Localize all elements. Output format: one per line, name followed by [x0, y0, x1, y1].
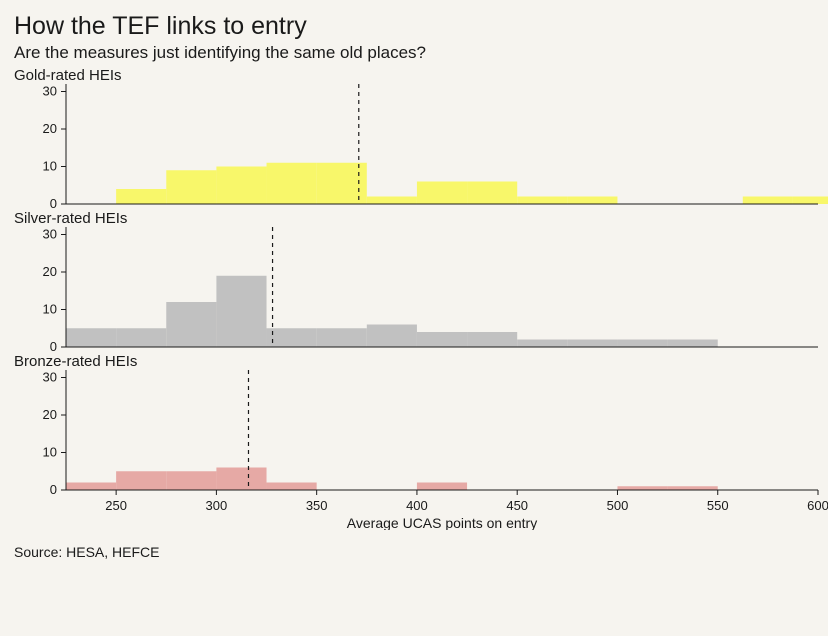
y-tick-label: 30 [43, 370, 57, 385]
x-tick-label: 550 [707, 498, 729, 513]
histogram-bar [793, 197, 828, 205]
x-tick-label: 600 [807, 498, 828, 513]
chart-title: How the TEF links to entry [14, 12, 812, 41]
y-tick-label: 10 [43, 159, 57, 174]
histogram-bar [617, 486, 667, 490]
y-tick-label: 30 [43, 227, 57, 242]
histogram-bar [668, 340, 718, 348]
y-tick-label: 20 [43, 264, 57, 279]
histogram-bar [567, 197, 617, 205]
histogram-bar [617, 340, 667, 348]
x-tick-label: 400 [406, 498, 428, 513]
histogram-bar [417, 332, 467, 347]
histogram-bar [66, 483, 116, 491]
histogram-bar [116, 328, 166, 347]
chart-subtitle: Are the measures just identifying the sa… [14, 43, 812, 63]
histogram-bar [317, 328, 367, 347]
y-tick-label: 30 [43, 84, 57, 99]
histogram-bar [567, 340, 617, 348]
histogram-bar [166, 170, 216, 204]
y-tick-label: 0 [50, 482, 57, 497]
y-tick-label: 10 [43, 302, 57, 317]
histogram-bar [66, 328, 116, 347]
histogram-bar [417, 483, 467, 491]
histogram-panel: 0 10 20 30 [12, 227, 828, 351]
histogram-bar [367, 197, 417, 205]
histogram-bar [267, 483, 317, 491]
histogram-bar [517, 340, 567, 348]
source-line: Source: HESA, HEFCE [14, 544, 812, 560]
histogram-bar [216, 167, 266, 205]
histogram-bar [417, 182, 467, 205]
y-tick-label: 10 [43, 445, 57, 460]
panel-label: Gold-rated HEIs [14, 67, 812, 84]
histogram-bar [668, 486, 718, 490]
x-tick-label: 350 [306, 498, 328, 513]
x-tick-label: 500 [607, 498, 629, 513]
histogram-bar [166, 471, 216, 490]
histogram-bar [517, 197, 567, 205]
x-tick-label: 450 [506, 498, 528, 513]
histogram-panel: 0 10 20 30 [12, 84, 828, 208]
x-axis-label: Average UCAS points on entry [347, 515, 537, 530]
histogram-bar [267, 163, 317, 204]
y-tick-label: 0 [50, 196, 57, 208]
histogram-bar [216, 276, 266, 347]
histogram-bar [116, 189, 166, 204]
panels-host: Gold-rated HEIs0102030Silver-rated HEIs0… [12, 67, 812, 530]
histogram-panel: 0 10 20 30 250 300 350 400 450 500 550 600 Average U… [12, 370, 828, 530]
y-tick-label: 20 [43, 407, 57, 422]
histogram-bar [467, 332, 517, 347]
histogram-bar [166, 302, 216, 347]
histogram-bar [743, 197, 793, 205]
y-tick-label: 0 [50, 339, 57, 351]
histogram-bar [367, 325, 417, 348]
histogram-bar [467, 182, 517, 205]
x-tick-label: 250 [105, 498, 127, 513]
histogram-bar [216, 468, 266, 491]
panel-label: Silver-rated HEIs [14, 210, 812, 227]
panel-label: Bronze-rated HEIs [14, 353, 812, 370]
histogram-bar [116, 471, 166, 490]
histogram-bar [267, 328, 317, 347]
y-tick-label: 20 [43, 121, 57, 136]
x-tick-label: 300 [206, 498, 228, 513]
